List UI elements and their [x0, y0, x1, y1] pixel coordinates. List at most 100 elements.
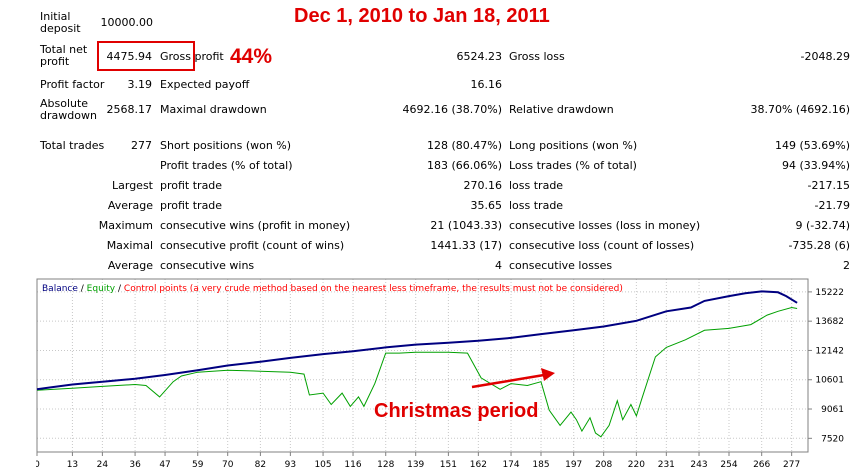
average-consecutive-label: Average — [107, 259, 153, 272]
x-tick-label: 59 — [192, 460, 204, 470]
total-trades-label: Total trades — [40, 139, 105, 152]
balance-equity-chart: 0 13 24 36 47 59 70 82 93 105 116 128 139 151 162 174 18… — [36, 278, 844, 470]
chart-legend: Balance / Equity / Control points (a ver… — [42, 284, 623, 294]
legend-control-points: Control points (a very crude method base… — [124, 284, 623, 294]
total-net-profit-label: Total net profit — [40, 43, 88, 68]
christmas-annotation: Christmas period — [374, 400, 539, 422]
maximum-losses-label: consecutive losses (loss in money) — [509, 219, 701, 232]
annotation-arrow — [471, 373, 545, 389]
average-loss-value: -21.79 — [814, 199, 850, 212]
largest-profit-label: profit trade — [160, 179, 223, 192]
maximum-losses-value: 9 (-32.74) — [795, 219, 850, 232]
legend-separator: / — [78, 284, 87, 294]
y-tick-label: 13682 — [815, 317, 844, 327]
relative-drawdown-label: Relative drawdown — [509, 103, 614, 116]
maximal-profit-value: 1441.33 (17) — [430, 239, 502, 252]
maximum-wins-label: consecutive wins (profit in money) — [160, 219, 351, 232]
x-tick-label: 116 — [344, 460, 361, 470]
x-tick-label: 174 — [502, 460, 519, 470]
expected-payoff-label: Expected payoff — [160, 78, 250, 91]
x-tick-label: 47 — [159, 460, 170, 470]
largest-label: Largest — [112, 179, 153, 192]
y-tick-label: 10601 — [815, 376, 844, 386]
gross-loss-value: -2048.29 — [800, 50, 850, 63]
x-tick-label: 197 — [565, 460, 582, 470]
y-axis-ticks: 7520 9061 10601 12142 13682 15222 — [808, 288, 844, 444]
profit-trades-label: Profit trades (% of total) — [160, 159, 293, 172]
x-tick-label: 13 — [67, 460, 78, 470]
y-tick-label: 7520 — [821, 434, 844, 444]
gross-profit-value: 6524.23 — [456, 50, 503, 63]
average-consecutive-wins-value: 4 — [495, 259, 502, 272]
profit-trades-value: 183 (66.06%) — [426, 159, 502, 172]
x-tick-label: 128 — [377, 460, 394, 470]
x-tick-label: 82 — [255, 460, 266, 470]
absolute-drawdown-label: Absolute drawdown — [40, 97, 97, 122]
equity-series-line — [36, 306, 798, 438]
total-net-profit-value: 4475.94 — [106, 50, 153, 63]
maximal-loss-value: -735.28 (6) — [788, 239, 850, 252]
profit-factor-label: Profit factor — [40, 78, 105, 91]
largest-profit-value: 270.16 — [463, 179, 503, 192]
balance-series-line — [36, 290, 798, 391]
maximal-label: Maximal — [106, 239, 153, 252]
annotation-arrow-head — [541, 368, 555, 381]
gross-loss-label: Gross loss — [509, 50, 565, 63]
x-tick-label: 105 — [314, 460, 331, 470]
x-tick-label: 185 — [532, 460, 549, 470]
expected-payoff-value: 16.16 — [470, 78, 503, 91]
average-consecutive-losses-label: consecutive losses — [509, 259, 613, 272]
x-tick-label: 36 — [129, 460, 141, 470]
x-tick-label: 266 — [753, 460, 770, 470]
maximal-loss-label: consecutive loss (count of losses) — [509, 239, 695, 252]
x-tick-label: 151 — [440, 460, 457, 470]
headline: Dec 1, 2010 to Jan 18, 2011 — [294, 5, 550, 27]
x-tick-label: 277 — [783, 460, 800, 470]
short-positions-label: Short positions (won %) — [160, 139, 292, 152]
x-axis-ticks: 0 13 24 36 47 59 70 82 93 105 116 128 139 151 162 174 18… — [36, 452, 800, 470]
average-consecutive-wins-label: consecutive wins — [160, 259, 255, 272]
plot-frame — [36, 278, 809, 453]
x-tick-label: 231 — [658, 460, 675, 470]
long-positions-value: 149 (53.69%) — [774, 139, 850, 152]
y-tick-label: 9061 — [821, 405, 844, 415]
percent-note: 44% — [230, 45, 273, 68]
average-consecutive-losses-value: 2 — [843, 259, 850, 272]
short-positions-value: 128 (80.47%) — [426, 139, 502, 152]
x-tick-label: 0 — [36, 460, 40, 470]
maximal-drawdown-label: Maximal drawdown — [160, 103, 267, 116]
absolute-drawdown-value: 2568.17 — [106, 103, 153, 116]
legend-balance: Balance — [42, 284, 78, 294]
profit-factor-value: 3.19 — [127, 78, 153, 91]
largest-loss-value: -217.15 — [807, 179, 850, 192]
maximal-profit-label: consecutive profit (count of wins) — [160, 239, 345, 252]
initial-deposit-value: 10000.00 — [100, 16, 154, 29]
highlight-box — [97, 41, 195, 71]
average-profit-label: profit trade — [160, 199, 223, 212]
y-tick-label: 12142 — [815, 346, 844, 356]
chart-grid — [36, 279, 808, 452]
x-tick-label: 220 — [628, 460, 645, 470]
x-tick-label: 139 — [407, 460, 424, 470]
x-tick-label: 93 — [285, 460, 296, 470]
largest-loss-label: loss trade — [509, 179, 564, 192]
maximal-drawdown-value: 4692.16 (38.70%) — [402, 103, 502, 116]
x-tick-label: 243 — [690, 460, 707, 470]
total-trades-value: 277 — [131, 139, 152, 152]
x-tick-label: 254 — [720, 460, 737, 470]
maximum-label: Maximum — [98, 219, 153, 232]
relative-drawdown-value: 38.70% (4692.16) — [750, 103, 850, 116]
x-tick-label: 24 — [97, 460, 109, 470]
average-loss-label: loss trade — [509, 199, 564, 212]
average-label: Average — [107, 199, 153, 212]
maximum-wins-value: 21 (1043.33) — [430, 219, 502, 232]
y-tick-label: 15222 — [815, 288, 844, 298]
gross-profit-label: Gross profit — [160, 50, 224, 63]
loss-trades-label: Loss trades (% of total) — [509, 159, 637, 172]
x-tick-label: 208 — [595, 460, 612, 470]
x-tick-label: 162 — [470, 460, 487, 470]
loss-trades-value: 94 (33.94%) — [781, 159, 850, 172]
legend-equity: Equity — [87, 284, 116, 294]
x-tick-label: 70 — [222, 460, 234, 470]
long-positions-label: Long positions (won %) — [509, 139, 638, 152]
